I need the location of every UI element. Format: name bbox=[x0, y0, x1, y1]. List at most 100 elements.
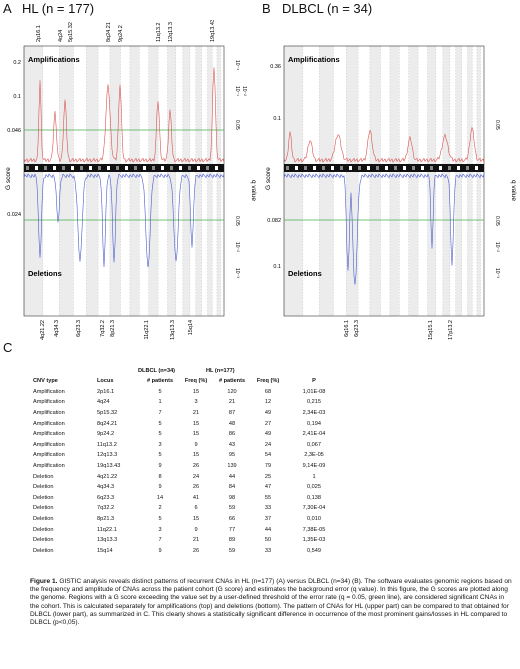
dlbcl-freq-cell: 21 bbox=[192, 537, 200, 544]
hl-freq-cell: 27 bbox=[264, 420, 272, 427]
dlbcl-patients-cell: 3 bbox=[158, 526, 162, 533]
chromosome-band bbox=[109, 46, 121, 316]
amp-label: Amplifications bbox=[28, 55, 80, 64]
locus-label: 8q24.21 bbox=[106, 22, 112, 42]
dlbcl-patients-cell: 7 bbox=[158, 410, 162, 417]
locus-label: 12q13.3 bbox=[168, 22, 174, 42]
locus-label: 4q21.22 bbox=[40, 320, 46, 340]
locus-label: 15q15.1 bbox=[428, 320, 434, 340]
chromosome-marker bbox=[116, 166, 119, 170]
dlbcl-freq-cell: 24 bbox=[192, 473, 200, 480]
cnv-type-cell: Deletion bbox=[33, 484, 54, 491]
dlbcl-freq-cell: 15 bbox=[192, 452, 200, 459]
y-axis-label: G score bbox=[265, 167, 272, 190]
chromosome-marker bbox=[367, 166, 370, 170]
panel-a-letter: A bbox=[3, 1, 12, 16]
amp-label: Amplifications bbox=[288, 55, 340, 64]
p-value-cell: 0,194 bbox=[307, 420, 321, 427]
dlbcl-freq-cell: 26 bbox=[192, 463, 200, 470]
cnv-type-cell: Deletion bbox=[33, 547, 54, 554]
locus-label: 17p13.2 bbox=[448, 320, 454, 340]
hl-patients-cell: 86 bbox=[228, 431, 236, 438]
q-amp-tick-1: 0.05 bbox=[494, 120, 500, 130]
panel-b-plot: Amplifications Deletions G score q value… bbox=[265, 45, 517, 340]
chromosome-marker bbox=[53, 166, 56, 170]
chromosome-marker bbox=[143, 166, 146, 170]
locus-cell: 7q32.2 bbox=[97, 505, 115, 512]
y-axis-label: G score bbox=[5, 167, 12, 190]
chromosome-marker bbox=[80, 166, 83, 170]
hl-freq-cell: 49 bbox=[264, 410, 272, 417]
hl-patients-cell: 77 bbox=[228, 526, 236, 533]
dlbcl-freq-cell: 26 bbox=[192, 547, 200, 554]
chromosome-marker bbox=[349, 166, 352, 170]
chromosome-marker bbox=[286, 166, 289, 170]
chromosome-band bbox=[195, 46, 202, 316]
chromosome-marker bbox=[188, 166, 191, 170]
cnv-type-cell: Amplification bbox=[33, 431, 65, 438]
cnv-type-cell: Amplification bbox=[33, 441, 65, 448]
group-hl-header: HL (n=177) bbox=[206, 368, 235, 374]
header-dlbcl-freq: Freq (%) bbox=[184, 378, 208, 385]
cnv-type-cell: Amplification bbox=[33, 388, 65, 395]
dlbcl-patients-cell: 9 bbox=[158, 463, 162, 470]
p-value-cell: 2,34E-03 bbox=[302, 410, 326, 417]
locus-cell: 12q13.3 bbox=[97, 452, 118, 459]
p-value-cell: 7,30E-04 bbox=[302, 505, 326, 512]
chromosome-marker bbox=[197, 166, 200, 170]
chromosome-marker bbox=[304, 166, 307, 170]
amp-tick-1: 0.36 bbox=[270, 64, 281, 70]
cnv-type-cell: Amplification bbox=[33, 399, 65, 406]
q-amp-tick-1: 10⁻⁴ bbox=[234, 60, 240, 70]
locus-label: 11q13.2 bbox=[156, 23, 162, 42]
dlbcl-patients-cell: 5 bbox=[158, 431, 162, 438]
header-dlbcl-patients: # patients bbox=[146, 378, 174, 385]
hl-freq-cell: 50 bbox=[264, 537, 272, 544]
figure-caption: Figure 1. GISTIC analysis reveals distin… bbox=[30, 578, 515, 627]
chromosome-band bbox=[427, 46, 436, 316]
chromosome-band bbox=[284, 46, 303, 316]
hl-patients-cell: 87 bbox=[228, 410, 236, 417]
chromosome-marker bbox=[125, 166, 128, 170]
cnv-type-cell: Deletion bbox=[33, 494, 54, 501]
hl-freq-cell: 24 bbox=[264, 441, 272, 448]
chromosome-marker bbox=[89, 166, 92, 170]
q-amp-tick-3: 10⁻² bbox=[241, 86, 247, 96]
dlbcl-freq-cell: 15 bbox=[192, 420, 200, 427]
p-value-cell: 7,38E-05 bbox=[302, 526, 326, 533]
table-row: Amplification 4q24 1 3 21 12 0,215 bbox=[30, 397, 342, 408]
chromosome-marker bbox=[331, 166, 334, 170]
panel-c-letter: C bbox=[3, 340, 13, 355]
locus-label: 4q24 bbox=[58, 30, 64, 42]
p-value-cell: 9,14E-09 bbox=[302, 463, 326, 470]
chromosome-marker bbox=[26, 166, 29, 170]
table-row: Deletion 7q32.2 2 6 59 33 7,30E-04 bbox=[30, 503, 342, 514]
del-tick-1: 0.082 bbox=[267, 218, 281, 224]
chromosome-marker bbox=[313, 166, 316, 170]
dlbcl-patients-cell: 7 bbox=[158, 537, 162, 544]
cnv-type-cell: Amplification bbox=[33, 420, 65, 427]
table-row: Deletion 4q34.3 9 26 84 47 0,025 bbox=[30, 482, 342, 493]
p-value-cell: 0,067 bbox=[307, 441, 321, 448]
amp-tick-3: 0.046 bbox=[7, 128, 21, 134]
cnv-table: CNV type Locus # patients Freq (%) # pat… bbox=[30, 376, 342, 556]
locus-label: 4q34.3 bbox=[54, 320, 60, 337]
cnv-type-cell: Amplification bbox=[33, 410, 65, 417]
hl-patients-cell: 139 bbox=[227, 463, 237, 470]
locus-cell: 15q14 bbox=[97, 547, 113, 554]
chromosome-marker bbox=[134, 166, 137, 170]
hl-patients-cell: 98 bbox=[228, 494, 236, 501]
chromosome-marker bbox=[98, 166, 101, 170]
locus-label: 19q13.43 bbox=[210, 20, 216, 42]
chromosome-marker bbox=[466, 166, 469, 170]
chromosome-band bbox=[408, 46, 419, 316]
table-row: Amplification 5p15.32 7 21 87 49 2,34E-03 bbox=[30, 408, 342, 419]
locus-cell: 19q13.43 bbox=[97, 463, 121, 470]
del-tick-2: 0.1 bbox=[273, 264, 281, 270]
chromosome-band bbox=[369, 46, 381, 316]
table-row: Amplification 9p24.2 5 15 86 49 2,41E-04 bbox=[30, 429, 342, 440]
chromosome-marker bbox=[340, 166, 343, 170]
table-row: Amplification 11q13.2 3 9 43 24 0,067 bbox=[30, 440, 342, 451]
dlbcl-freq-cell: 15 bbox=[192, 431, 200, 438]
dlbcl-patients-cell: 5 bbox=[158, 420, 162, 427]
